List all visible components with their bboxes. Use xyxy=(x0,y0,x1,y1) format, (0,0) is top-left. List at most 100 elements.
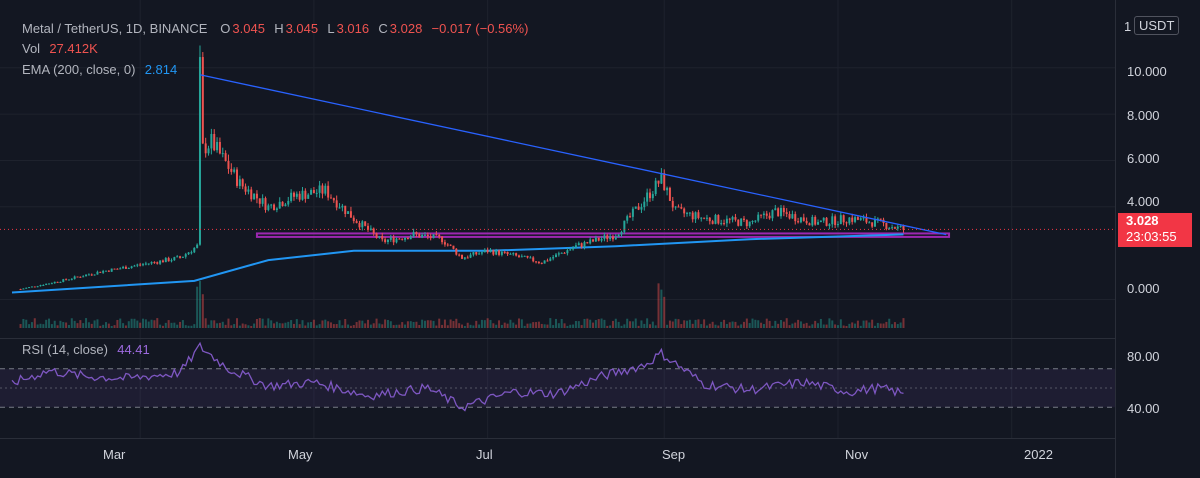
candle-body xyxy=(745,219,748,227)
candle-body xyxy=(836,224,839,226)
volume-bar xyxy=(785,318,788,328)
candle-body xyxy=(295,193,298,197)
volume-bar xyxy=(731,321,734,328)
candle-body xyxy=(287,200,290,205)
volume-bar xyxy=(50,324,53,328)
volume-bar xyxy=(267,318,270,328)
volume-bar xyxy=(355,322,358,328)
candle-body xyxy=(859,218,862,220)
candle-body xyxy=(198,57,201,245)
volume-bar xyxy=(369,324,372,328)
volume-bar xyxy=(216,323,219,328)
candle-body xyxy=(834,216,837,225)
volume-bar xyxy=(626,318,629,328)
candle-body xyxy=(144,263,147,265)
candle-body xyxy=(250,189,253,200)
candle-body xyxy=(104,270,107,272)
volume-bar xyxy=(213,320,216,328)
volume-bar xyxy=(700,324,703,328)
currency-unit-button[interactable]: USDT xyxy=(1134,16,1180,35)
volume-bar xyxy=(893,322,896,328)
candle-body xyxy=(825,217,828,226)
volume-bar xyxy=(629,321,632,328)
volume-bar xyxy=(87,322,90,328)
candle-body xyxy=(53,281,56,284)
volume-bar xyxy=(663,296,666,328)
candle-body xyxy=(421,234,424,238)
volume-bar xyxy=(421,319,424,328)
candle-body xyxy=(90,274,93,276)
volume-bar xyxy=(56,325,59,328)
candle-body xyxy=(623,220,626,232)
open-value: 3.045 xyxy=(232,21,265,36)
volume-bar xyxy=(42,324,45,328)
volume-bar xyxy=(338,320,341,328)
volume-bar xyxy=(292,323,295,328)
symbol-legend: Metal / TetherUS, 1D, BINANCE O 3.045 H 3.… xyxy=(22,21,530,36)
volume-bar xyxy=(737,325,740,328)
high-label: H xyxy=(274,21,284,36)
volume-bar xyxy=(483,320,486,328)
candle-body xyxy=(797,221,800,223)
volume-bar xyxy=(648,324,651,328)
candle-body xyxy=(657,180,660,184)
candle-body xyxy=(127,267,130,269)
candle-body xyxy=(196,244,199,248)
symbol-name: Metal / TetherUS, 1D, BINANCE xyxy=(22,21,208,36)
volume-bar xyxy=(204,318,207,328)
candle-body xyxy=(375,233,378,238)
candle-body xyxy=(335,200,338,208)
volume-bar xyxy=(139,322,142,328)
candle-body xyxy=(791,214,794,219)
volume-bar xyxy=(552,325,555,328)
volume-bar xyxy=(492,323,495,328)
candle-body xyxy=(720,223,723,225)
volume-bar xyxy=(372,323,375,328)
candle-body xyxy=(39,285,42,287)
volume-bar xyxy=(124,325,127,328)
candle-body xyxy=(161,260,164,263)
volume-bar xyxy=(563,323,566,328)
volume-bar xyxy=(566,325,569,328)
candle-body xyxy=(304,190,307,199)
candle-body xyxy=(187,252,190,255)
rsi-legend: RSI (14, close) 44.41 xyxy=(22,342,152,357)
candle-body xyxy=(432,234,435,239)
candle-body xyxy=(572,247,575,250)
volume-bar xyxy=(771,325,774,328)
volume-bar xyxy=(572,324,575,328)
candle-body xyxy=(626,216,629,221)
candle-body xyxy=(56,281,59,283)
volume-legend: Vol 27.412K xyxy=(22,41,100,56)
volume-bar xyxy=(557,323,560,328)
volume-bar xyxy=(555,318,557,328)
volume-bar xyxy=(592,322,595,328)
volume-bar xyxy=(233,324,236,328)
volume-bar xyxy=(201,294,204,328)
volume-bar xyxy=(848,323,851,328)
volume-bar xyxy=(290,320,293,328)
candle-body xyxy=(811,216,814,226)
candle-body xyxy=(583,242,586,247)
volume-bar xyxy=(198,280,201,328)
candle-body xyxy=(423,234,426,236)
candle-body xyxy=(327,185,330,198)
volume-bar xyxy=(70,318,73,328)
ema-legend: EMA (200, close, 0) 2.814 xyxy=(22,62,179,77)
volume-bar xyxy=(173,322,176,328)
candle-body xyxy=(150,262,153,264)
candle-body xyxy=(663,173,666,191)
volume-bar xyxy=(99,325,102,328)
candle-body xyxy=(48,283,51,285)
volume-bar xyxy=(523,325,526,328)
rsi-tick: 80.00 xyxy=(1127,349,1160,364)
candle-body xyxy=(765,213,768,216)
candle-body xyxy=(714,215,717,224)
candle-body xyxy=(574,245,577,248)
candle-body xyxy=(384,239,387,243)
volume-bar xyxy=(227,318,230,328)
candle-body xyxy=(694,212,697,220)
volume-bar xyxy=(65,322,68,328)
candle-body xyxy=(782,207,785,213)
